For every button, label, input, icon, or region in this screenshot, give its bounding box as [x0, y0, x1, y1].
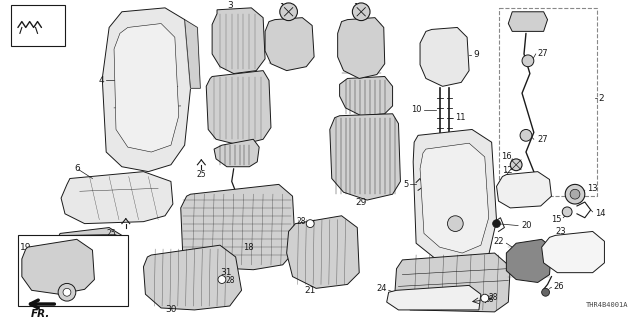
Circle shape: [280, 3, 298, 20]
FancyBboxPatch shape: [499, 8, 596, 196]
Text: 25: 25: [196, 170, 206, 179]
Polygon shape: [180, 184, 296, 270]
Polygon shape: [22, 239, 95, 294]
Polygon shape: [394, 253, 510, 312]
Text: 24: 24: [376, 284, 387, 293]
Polygon shape: [185, 20, 200, 88]
Text: 18: 18: [243, 243, 254, 252]
Polygon shape: [506, 239, 552, 283]
Text: THR4B4001A: THR4B4001A: [586, 302, 628, 308]
Text: 28: 28: [489, 293, 498, 302]
Text: 7: 7: [42, 237, 47, 246]
Polygon shape: [420, 28, 469, 86]
Text: 25: 25: [106, 229, 116, 238]
Text: 14: 14: [595, 209, 605, 218]
Text: 30: 30: [165, 305, 177, 315]
Polygon shape: [330, 114, 401, 200]
Polygon shape: [413, 130, 497, 267]
Text: 8: 8: [452, 301, 458, 310]
Circle shape: [307, 220, 314, 228]
Text: 6: 6: [75, 164, 81, 173]
Text: 1: 1: [16, 10, 21, 19]
Text: 17: 17: [279, 3, 289, 12]
Text: 13: 13: [587, 184, 597, 193]
Circle shape: [510, 159, 522, 171]
Polygon shape: [57, 228, 122, 257]
Circle shape: [520, 130, 532, 141]
Polygon shape: [206, 71, 271, 145]
FancyBboxPatch shape: [11, 5, 65, 46]
Polygon shape: [114, 24, 179, 152]
Text: 29: 29: [355, 197, 367, 206]
Polygon shape: [212, 8, 265, 74]
Circle shape: [563, 207, 572, 217]
Circle shape: [570, 189, 580, 199]
Polygon shape: [143, 245, 241, 310]
FancyBboxPatch shape: [18, 236, 128, 306]
Text: 27: 27: [538, 135, 548, 144]
Text: 16: 16: [500, 152, 511, 161]
Text: 28: 28: [484, 295, 494, 304]
Text: 21: 21: [305, 286, 316, 295]
Text: 22: 22: [494, 237, 504, 246]
Text: 10: 10: [412, 105, 422, 114]
Text: 28: 28: [226, 276, 236, 285]
Circle shape: [353, 3, 370, 20]
Polygon shape: [420, 143, 489, 253]
Text: FR.: FR.: [31, 309, 50, 319]
Text: 3: 3: [227, 1, 233, 10]
Circle shape: [481, 294, 489, 302]
Circle shape: [493, 220, 500, 228]
Circle shape: [218, 276, 226, 284]
Polygon shape: [340, 76, 392, 116]
Polygon shape: [265, 18, 314, 71]
Text: 5: 5: [403, 180, 408, 189]
Text: 4: 4: [99, 76, 104, 85]
Polygon shape: [387, 285, 481, 310]
Polygon shape: [338, 18, 385, 78]
Circle shape: [58, 284, 76, 301]
Text: 19: 19: [20, 243, 31, 252]
Text: 20: 20: [521, 221, 532, 230]
Text: 9: 9: [473, 51, 479, 60]
Text: 27: 27: [538, 50, 548, 59]
Polygon shape: [287, 216, 359, 288]
Text: 11: 11: [455, 113, 466, 122]
Text: 17: 17: [353, 3, 364, 12]
Polygon shape: [497, 172, 552, 208]
Circle shape: [447, 216, 463, 231]
Circle shape: [541, 288, 550, 296]
Text: 23: 23: [556, 227, 566, 236]
Polygon shape: [214, 139, 259, 167]
Polygon shape: [508, 12, 548, 31]
Text: 2: 2: [598, 93, 604, 103]
Circle shape: [522, 55, 534, 67]
Text: 26: 26: [554, 282, 564, 291]
Polygon shape: [61, 172, 173, 224]
Circle shape: [63, 288, 71, 296]
Text: 15: 15: [551, 215, 561, 224]
Text: 12: 12: [502, 166, 513, 175]
Polygon shape: [102, 8, 191, 172]
Circle shape: [565, 184, 585, 204]
Text: 28: 28: [297, 217, 307, 226]
Text: 31: 31: [220, 268, 232, 277]
Polygon shape: [541, 231, 604, 273]
